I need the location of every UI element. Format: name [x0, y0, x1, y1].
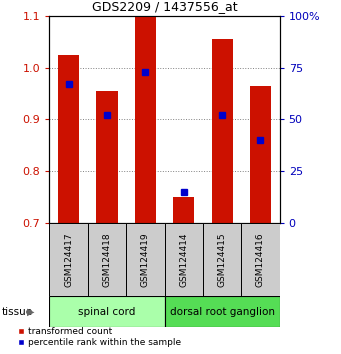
Bar: [58, 55, 79, 223]
Text: GSM124414: GSM124414: [179, 232, 188, 286]
Bar: [173, 197, 194, 223]
Text: tissue: tissue: [2, 307, 33, 316]
Bar: [211, 39, 233, 223]
Text: ▶: ▶: [27, 307, 34, 316]
Text: GSM124416: GSM124416: [256, 232, 265, 287]
Text: GSM124415: GSM124415: [218, 232, 226, 287]
Bar: [164, 223, 203, 296]
Bar: [164, 296, 280, 327]
Bar: [49, 296, 164, 327]
Bar: [88, 223, 126, 296]
Bar: [250, 86, 271, 223]
Bar: [49, 223, 88, 296]
Text: GSM124419: GSM124419: [141, 232, 150, 287]
Text: spinal cord: spinal cord: [78, 307, 136, 316]
Legend: transformed count, percentile rank within the sample: transformed count, percentile rank withi…: [17, 327, 181, 347]
Text: GSM124417: GSM124417: [64, 232, 73, 287]
Title: GDS2209 / 1437556_at: GDS2209 / 1437556_at: [92, 0, 237, 13]
Bar: [126, 223, 164, 296]
Bar: [135, 16, 156, 223]
Bar: [241, 223, 280, 296]
Text: dorsal root ganglion: dorsal root ganglion: [169, 307, 275, 316]
Text: GSM124418: GSM124418: [103, 232, 112, 287]
Bar: [203, 223, 241, 296]
Bar: [97, 91, 118, 223]
